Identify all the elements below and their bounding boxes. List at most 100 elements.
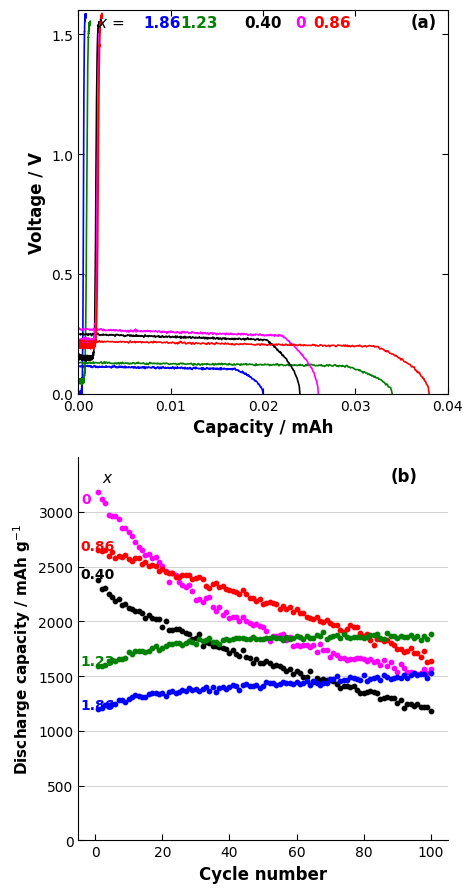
Point xyxy=(360,631,367,645)
Point xyxy=(145,547,153,561)
Point xyxy=(319,676,327,690)
Point xyxy=(303,610,310,624)
Point xyxy=(189,585,196,599)
Text: 0: 0 xyxy=(295,16,306,31)
Point xyxy=(393,631,401,645)
Point xyxy=(397,657,404,671)
Point xyxy=(111,697,119,712)
Point xyxy=(407,628,414,642)
Point xyxy=(263,675,270,689)
Y-axis label: Discharge capacity / mAh g$^{-1}$: Discharge capacity / mAh g$^{-1}$ xyxy=(11,524,33,774)
Point xyxy=(236,683,243,697)
Point xyxy=(175,576,183,590)
Point xyxy=(366,633,374,647)
Point xyxy=(279,662,287,676)
Point xyxy=(313,645,320,660)
Point xyxy=(269,629,277,644)
Point xyxy=(253,595,260,609)
Point xyxy=(246,679,253,693)
Point xyxy=(121,651,129,665)
Point xyxy=(410,698,418,713)
Point xyxy=(162,566,169,580)
Point xyxy=(329,619,337,633)
Point xyxy=(340,625,347,639)
Point xyxy=(417,650,425,664)
Point xyxy=(108,697,116,712)
Point xyxy=(303,638,310,653)
Point xyxy=(263,624,270,638)
Point xyxy=(337,674,344,688)
Point xyxy=(232,585,240,599)
Point xyxy=(410,666,418,680)
Point xyxy=(205,590,213,604)
Point xyxy=(192,682,200,696)
Point xyxy=(266,634,273,648)
Point xyxy=(101,698,109,713)
Point xyxy=(199,682,206,696)
Point xyxy=(266,631,273,645)
Point xyxy=(296,677,304,691)
Point xyxy=(98,493,106,507)
Point xyxy=(175,637,183,651)
Point xyxy=(118,521,126,536)
Point xyxy=(249,655,257,670)
Point xyxy=(256,656,264,670)
Point xyxy=(118,652,126,666)
Point xyxy=(319,672,327,687)
Point xyxy=(380,691,388,705)
Point xyxy=(172,622,180,637)
Point xyxy=(162,689,169,704)
Point xyxy=(101,496,109,510)
Point xyxy=(239,631,246,645)
Point xyxy=(259,679,267,693)
Point xyxy=(115,652,122,666)
Point xyxy=(387,655,394,670)
Point xyxy=(343,679,351,693)
Point xyxy=(380,669,388,683)
Point xyxy=(242,614,250,628)
Point xyxy=(350,652,357,666)
Point xyxy=(195,684,203,698)
Text: 0.40: 0.40 xyxy=(245,16,282,31)
Point xyxy=(145,609,153,623)
Point xyxy=(95,660,102,674)
Point xyxy=(387,637,394,651)
Point xyxy=(202,591,210,605)
Point xyxy=(182,568,190,582)
Point xyxy=(286,676,293,690)
Point xyxy=(205,685,213,699)
Point xyxy=(229,679,237,693)
Point xyxy=(253,617,260,631)
Point xyxy=(179,638,186,653)
Point xyxy=(326,672,334,687)
Point xyxy=(138,558,146,572)
Point xyxy=(363,674,371,688)
Point xyxy=(377,692,384,706)
Point xyxy=(229,611,237,625)
Point xyxy=(286,632,293,646)
Point xyxy=(111,654,119,669)
Point xyxy=(182,580,190,595)
Point xyxy=(300,632,307,646)
Point xyxy=(316,673,324,687)
Point xyxy=(222,682,230,696)
Point xyxy=(195,570,203,585)
Point xyxy=(374,627,381,641)
Point xyxy=(162,564,169,578)
Point xyxy=(216,681,223,696)
Point xyxy=(115,550,122,564)
Point xyxy=(370,638,377,653)
Point xyxy=(383,633,391,647)
Point xyxy=(363,628,371,642)
Point xyxy=(300,606,307,620)
Point xyxy=(185,634,193,648)
Point xyxy=(101,543,109,557)
Point xyxy=(356,630,364,645)
Point xyxy=(313,610,320,624)
Point xyxy=(393,664,401,679)
Point xyxy=(219,608,227,622)
Point xyxy=(356,686,364,700)
Point xyxy=(263,654,270,669)
Point xyxy=(303,629,310,644)
Y-axis label: Voltage / V: Voltage / V xyxy=(28,152,46,254)
